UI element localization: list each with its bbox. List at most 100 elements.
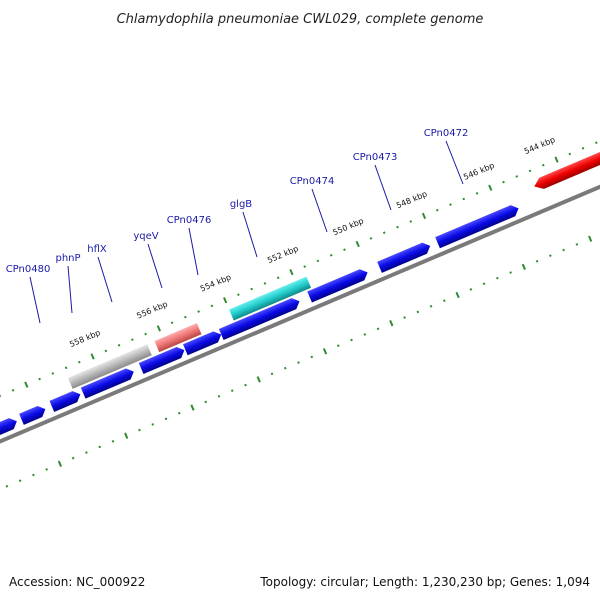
outer-track-minor-tick	[369, 237, 373, 240]
leader-line	[29, 276, 41, 324]
gene-cds-8	[307, 269, 368, 303]
inner-track-minor-tick	[562, 248, 565, 252]
outer-track-minor-tick	[117, 343, 121, 347]
gene-label: hflX	[87, 244, 107, 255]
leader-line	[188, 227, 199, 276]
inner-track-minor-tick	[469, 288, 473, 291]
gene-label: CPn0473	[353, 152, 398, 163]
outer-track-major-tick	[90, 353, 95, 360]
leader-line	[445, 140, 464, 185]
outer-track-minor-tick	[276, 276, 280, 280]
gene-label: CPn0474	[290, 176, 335, 187]
gene-cds-1	[0, 418, 17, 444]
gene-labels: CPn0472 CPn0473 CPn0474 glgB CPn0476 yqe…	[6, 128, 469, 275]
inner-track-major-tick	[389, 320, 394, 327]
leader-line	[311, 188, 328, 233]
inner-track-minor-tick	[363, 333, 367, 336]
outer-track-minor-tick	[64, 366, 68, 370]
outer-track-minor-tick	[528, 169, 532, 173]
leader-line	[147, 243, 163, 289]
forward-features	[67, 147, 600, 389]
inner-track-minor-tick	[549, 254, 552, 257]
outer-track-minor-tick	[51, 372, 55, 375]
gene-other-phnP	[67, 344, 152, 389]
outer-track-minor-tick	[449, 203, 452, 206]
outer-track-major-tick	[421, 212, 427, 220]
inner-track-minor-tick	[509, 271, 512, 274]
outer-track-minor-tick	[343, 248, 346, 251]
outer-track-minor-tick	[38, 377, 41, 381]
inner-track-minor-tick	[575, 243, 579, 246]
outer-track-minor-tick	[197, 310, 200, 313]
inner-track-minor-tick	[283, 366, 287, 370]
outer-track-minor-tick	[396, 225, 399, 229]
inner-track-minor-tick	[429, 304, 433, 308]
inner-track-minor-tick	[496, 276, 499, 280]
inner-track-minor-tick	[18, 479, 22, 483]
inner-track-major-tick	[588, 235, 593, 242]
outer-track-minor-tick	[144, 332, 147, 336]
tick-label: 554 kbp	[199, 273, 233, 294]
inner-track-major-tick	[322, 348, 328, 355]
outer-track-minor-tick	[462, 197, 466, 201]
outer-track-minor-tick	[78, 360, 81, 364]
outer-track-major-tick	[355, 240, 360, 248]
inner-track-minor-tick	[98, 445, 102, 449]
gene-cds-10	[435, 205, 519, 249]
outer-track-minor-tick	[237, 293, 240, 296]
gene-leaders	[29, 140, 464, 324]
outer-track-minor-tick	[170, 321, 174, 325]
inner-track-minor-tick	[151, 423, 155, 426]
outer-track-minor-tick	[104, 349, 108, 353]
outer-track-minor-tick	[303, 265, 306, 268]
tick-label: 548 kbp	[395, 189, 429, 210]
inner-track-major-tick	[124, 432, 129, 439]
inner-track-minor-tick	[244, 383, 247, 387]
gene-label: phnP	[55, 253, 80, 264]
map-title: Chlamydophila pneumoniae CWL029, complet…	[117, 12, 484, 27]
outer-track-minor-tick	[0, 394, 2, 398]
gene-label: CPn0476	[167, 215, 212, 226]
gene-cds-5	[138, 346, 185, 375]
gene-cds-3	[49, 391, 81, 412]
gene-label: CPn0472	[424, 128, 469, 139]
inner-track-major-tick	[57, 460, 63, 467]
inner-track-minor-tick	[5, 485, 9, 488]
inner-track-minor-tick	[535, 259, 539, 263]
inner-track-minor-tick	[111, 440, 115, 443]
outer-track-major-tick	[223, 297, 228, 304]
inner-track-minor-tick	[164, 417, 168, 421]
tick-label: 544 kbp	[523, 135, 557, 156]
accession-text: Accession: NC_000922	[9, 575, 145, 589]
tick-label: 552 kbp	[266, 244, 300, 265]
inner-track-minor-tick	[310, 355, 314, 359]
gene-cds-6	[182, 331, 222, 356]
outer-track-major-tick	[554, 156, 559, 163]
inner-track-major-tick	[455, 291, 460, 299]
tick-label: 550 kbp	[331, 216, 365, 237]
inner-track-minor-tick	[230, 389, 234, 392]
gene-cds-reverse-1	[534, 147, 600, 189]
tick-label: 558 kbp	[68, 328, 102, 349]
inner-track-minor-tick	[138, 428, 141, 432]
outer-track-minor-tick	[515, 175, 519, 178]
gene-label: yqeV	[133, 231, 158, 242]
gene-label: glgB	[230, 199, 252, 210]
inner-track-major-tick	[256, 376, 261, 383]
genome-backbone	[0, 138, 600, 486]
genome-summary-text: Topology: circular; Length: 1,230,230 bp…	[259, 575, 590, 589]
outer-track-minor-tick	[250, 287, 253, 291]
gene-cds-7	[218, 298, 300, 341]
outer-track-major-tick	[156, 325, 161, 332]
inner-track-minor-tick	[403, 316, 406, 319]
leader-line	[374, 164, 392, 211]
inner-track-minor-tick	[350, 338, 353, 342]
gene-cds-2	[19, 405, 46, 425]
leader-line	[97, 256, 113, 303]
inner-track-minor-tick	[482, 282, 486, 286]
outer-track-minor-tick	[382, 231, 386, 235]
inner-track-minor-tick	[217, 394, 221, 398]
outer-track-minor-tick	[210, 304, 214, 308]
outer-track-minor-tick	[329, 253, 333, 257]
